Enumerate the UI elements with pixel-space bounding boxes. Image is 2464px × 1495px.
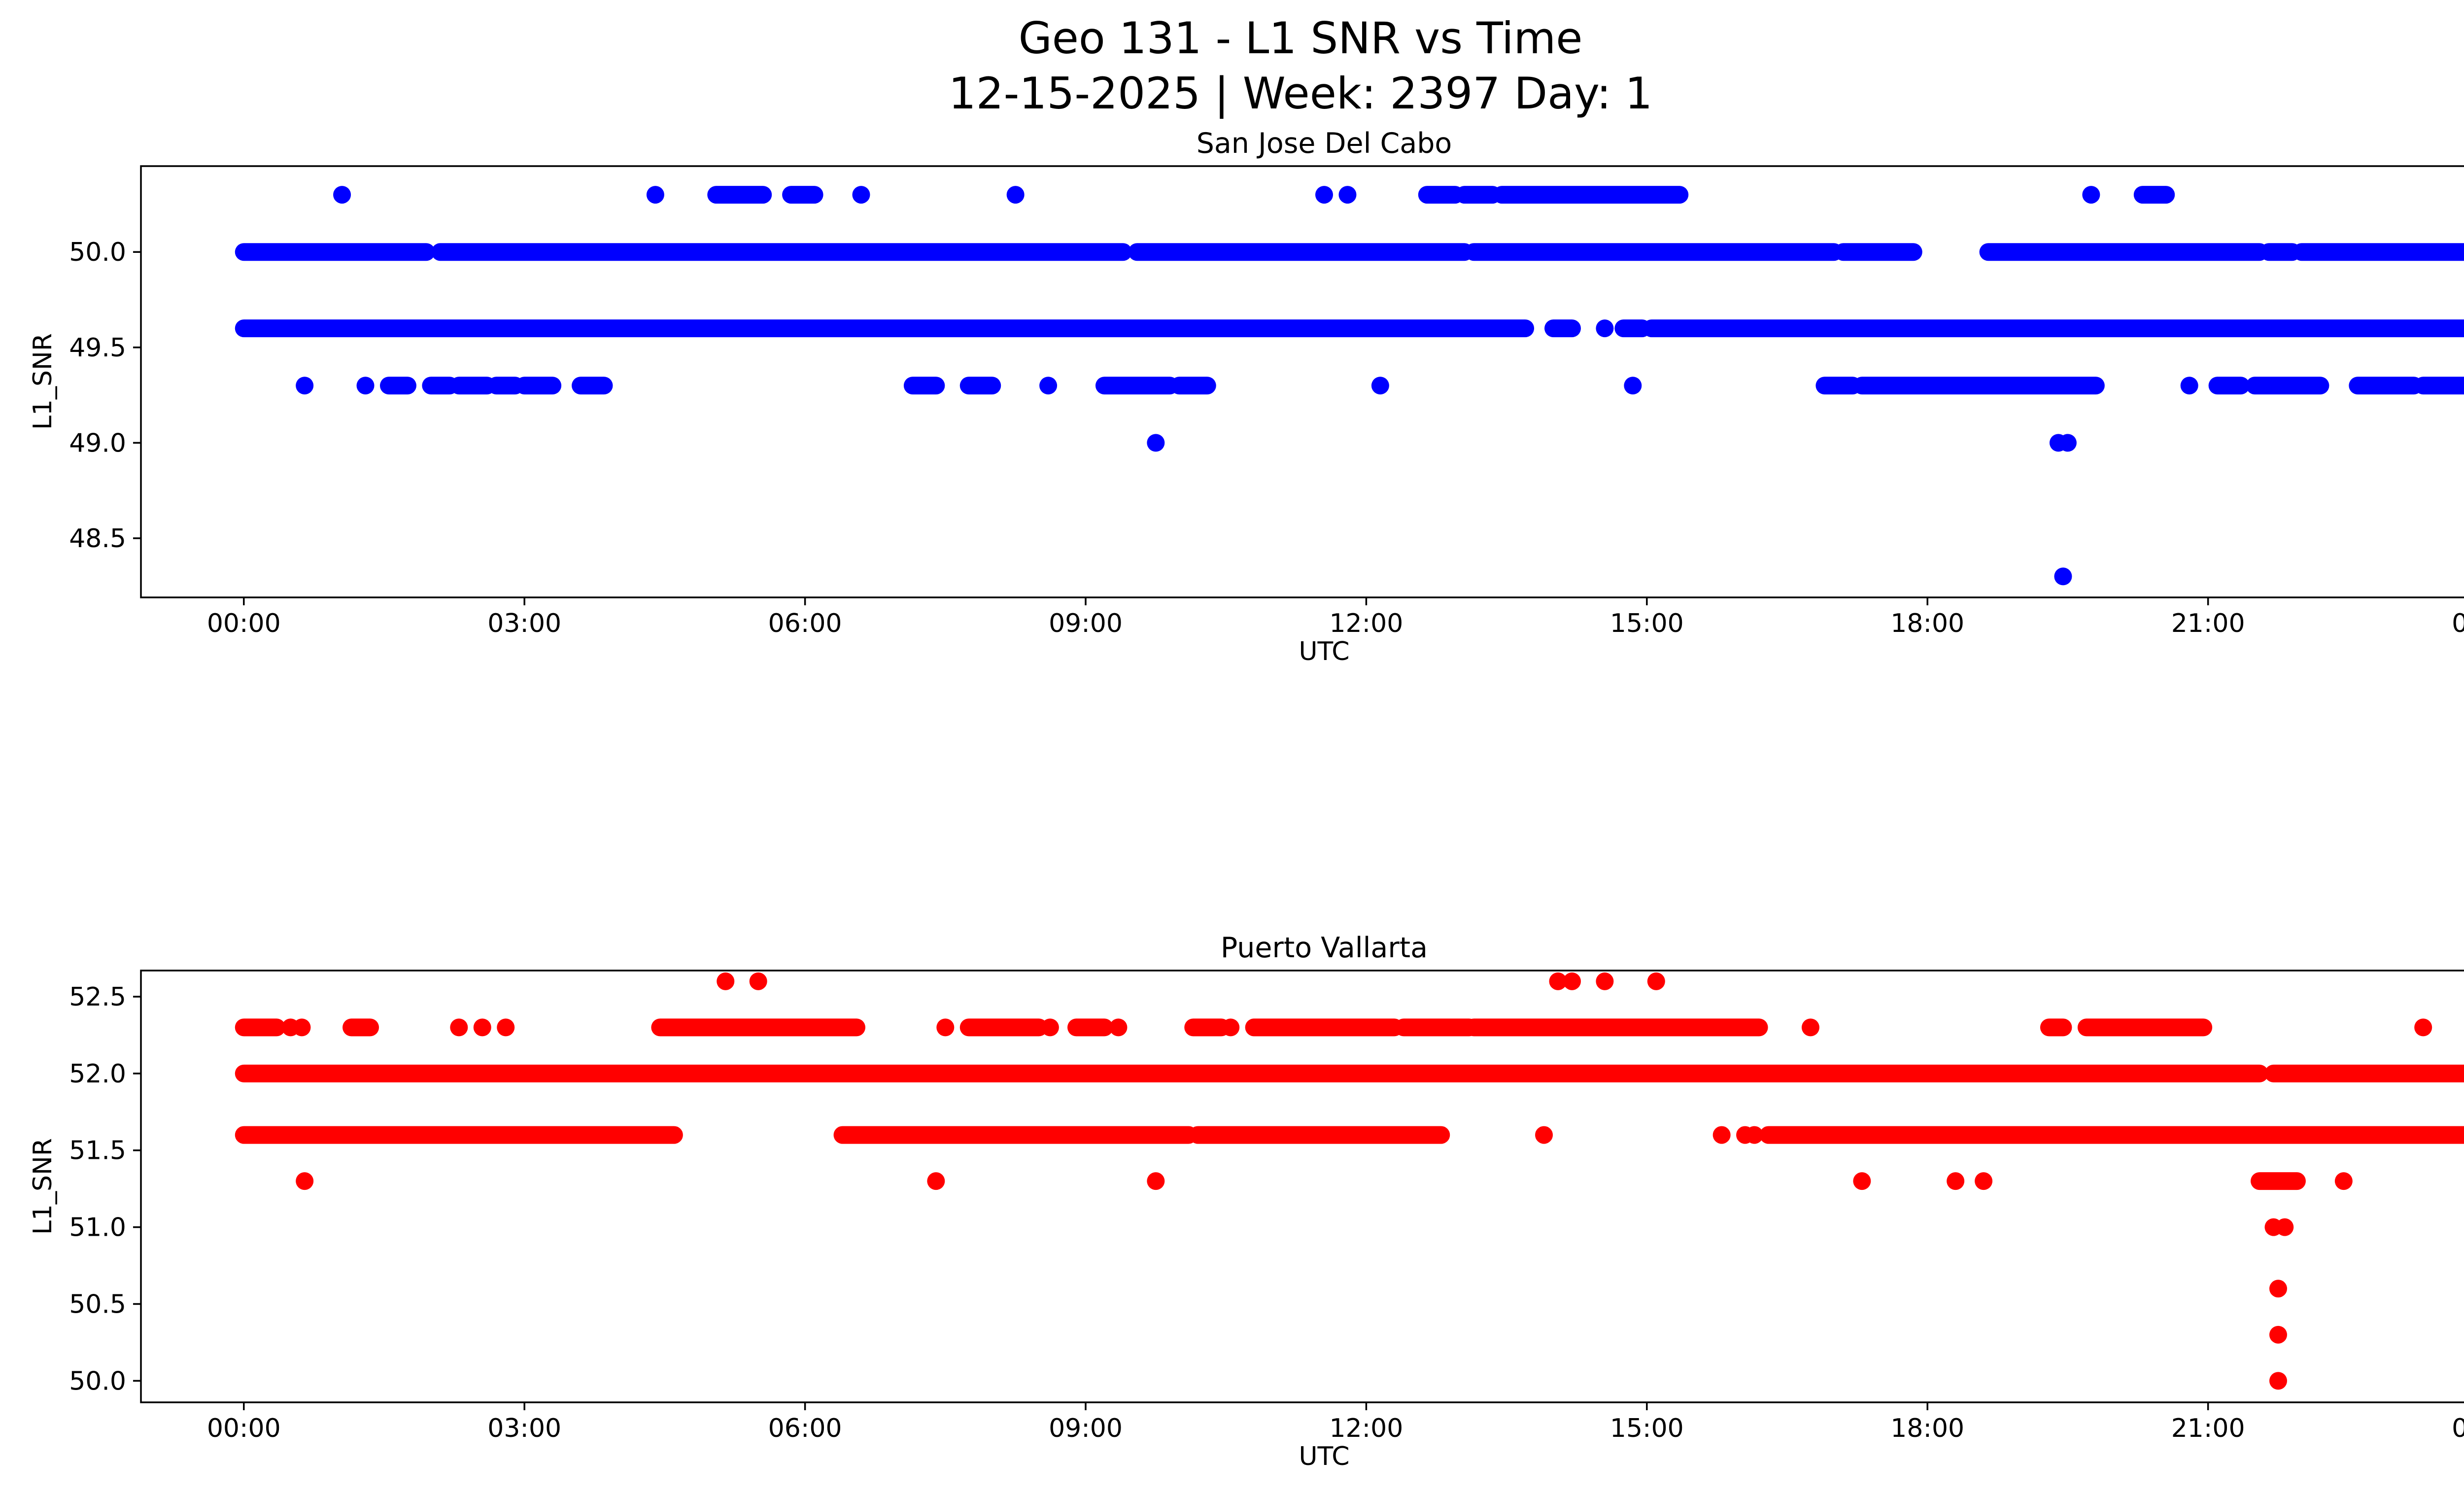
scatter-point [1041,1018,1059,1037]
subplot-title-san-jose-del-cabo: San Jose Del Cabo [1196,127,1452,160]
x-tick-label: 21:00 [2171,609,2245,638]
y-tick-label: 50.0 [69,1366,126,1396]
scatter-point [293,1018,311,1037]
x-tick-label: 09:00 [1049,609,1123,638]
x-tick-label: 03:00 [487,1414,561,1443]
x-tick-label: 00:00 [207,609,281,638]
figure-title: Geo 131 - L1 SNR vs Time 12-15-2025 | We… [0,11,2464,121]
scatter-point [1745,1126,1764,1144]
y-tick-label: 49.0 [69,428,126,458]
scatter-point [717,972,735,990]
y-tick-label: 51.0 [69,1213,126,1243]
figure-title-line1: Geo 131 - L1 SNR vs Time [1018,13,1583,64]
x-tick-label: 06:00 [768,609,842,638]
scatter-point [1147,1172,1165,1190]
y-axis-label-top: L1_SNR [28,333,58,430]
scatter-point [2269,1372,2287,1390]
scatter-point [1853,1172,1871,1190]
scatter-point [1712,1126,1731,1144]
scatter-point [936,1018,955,1037]
scatter-point [852,186,870,204]
scatter-point [2269,1325,2287,1344]
scatter-point [1647,972,1665,990]
scatter-point [2414,1018,2432,1037]
scatter-point [646,186,664,204]
subplot-title-puerto-vallarta: Puerto Vallarta [1220,932,1428,964]
x-tick-label: 00:00 [2452,1414,2464,1443]
scatter-point [1371,377,1389,395]
x-tick-label: 18:00 [1890,609,1964,638]
scatter-point [749,972,767,990]
scatter-point [2058,434,2077,452]
scatter-point [1147,434,1165,452]
scatter-point [497,1018,515,1037]
scatter-point [1596,319,1614,338]
y-tick-label: 50.5 [69,1289,126,1319]
x-axis-label-top: UTC [1299,637,1350,666]
y-tick-label: 51.5 [69,1136,126,1166]
scatter-point [296,1172,314,1190]
scatter-point [2334,1172,2353,1190]
scatter-point [1563,972,1581,990]
figure-title-line2: 12-15-2025 | Week: 2397 Day: 1 [948,68,1653,119]
scatter-point [2054,567,2072,586]
x-tick-label: 06:00 [768,1414,842,1443]
x-axis-label-bottom: UTC [1299,1442,1350,1471]
axes-frame [140,970,2464,1403]
y-tick-label: 48.5 [69,524,126,554]
scatter-point [2180,377,2198,395]
scatter-point [2276,1218,2294,1236]
y-axis-label-bottom: L1_SNR [28,1138,58,1235]
scatter-point [1947,1172,1965,1190]
scatter-point [1315,186,1333,204]
scatter-point [2082,186,2100,204]
scatter-point [1338,186,1357,204]
scatter-point [1624,377,1642,395]
y-tick-label: 50.0 [69,238,126,267]
scatter-point [1006,186,1025,204]
x-tick-label: 15:00 [1610,1414,1684,1443]
x-tick-label: 00:00 [2452,609,2464,638]
scatter-point [473,1018,491,1037]
scatter-point [333,186,351,204]
x-tick-label: 03:00 [487,609,561,638]
x-tick-label: 00:00 [207,1414,281,1443]
x-tick-label: 15:00 [1610,609,1684,638]
x-tick-label: 21:00 [2171,1414,2245,1443]
scatter-point [1596,972,1614,990]
scatter-point [1222,1018,1240,1037]
scatter-point [1801,1018,1819,1037]
scatter-point [1109,1018,1128,1037]
scatter-point [296,377,314,395]
scatter-point [1039,377,1058,395]
y-tick-label: 49.5 [69,333,126,363]
x-tick-label: 12:00 [1329,609,1403,638]
scatter-point [450,1018,468,1037]
scatter-point [2269,1280,2287,1298]
x-tick-label: 18:00 [1890,1414,1964,1443]
y-tick-label: 52.0 [69,1059,126,1089]
x-tick-label: 12:00 [1329,1414,1403,1443]
scatter-point [927,1172,945,1190]
scatter-point [356,377,375,395]
y-tick-label: 52.5 [69,982,126,1012]
x-tick-label: 09:00 [1049,1414,1123,1443]
scatter-point [1975,1172,1993,1190]
axes-frame [140,165,2464,598]
scatter-point [1549,972,1567,990]
scatter-point [1535,1126,1553,1144]
